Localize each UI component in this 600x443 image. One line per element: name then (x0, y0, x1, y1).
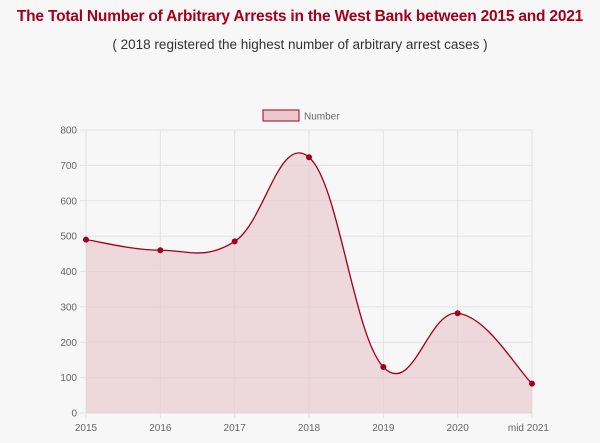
x-axis-ticks: 2015 2016 2017 2018 2019 2020 mid 2021 (75, 423, 550, 434)
chart-subtitle: ( 2018 registered the highest number of … (112, 37, 488, 52)
x-tick-label: 2018 (298, 423, 321, 434)
y-tick-label: 200 (60, 338, 77, 349)
x-tick-label: 2015 (75, 423, 98, 434)
data-point (454, 310, 461, 317)
y-tick-label: 500 (60, 232, 77, 243)
series-area-fill (86, 152, 532, 414)
legend-label: Number (304, 112, 340, 123)
data-points (83, 154, 535, 387)
x-tick-label: 2016 (149, 423, 172, 434)
y-tick-label: 300 (60, 302, 77, 313)
data-point (83, 236, 89, 243)
data-point (306, 154, 312, 161)
x-tick-label: 2020 (447, 423, 470, 434)
legend[interactable]: Number (262, 109, 340, 123)
data-point (380, 364, 387, 371)
x-tick-label: 2017 (224, 423, 247, 434)
x-tick-label: mid 2021 (508, 423, 550, 434)
y-tick-label: 100 (60, 373, 77, 384)
data-point (529, 380, 535, 387)
data-point (231, 238, 238, 245)
y-tick-label: 800 (60, 126, 77, 137)
y-tick-label: 700 (60, 161, 77, 172)
x-tick-label: 2019 (372, 423, 395, 434)
y-axis-ticks: 0 100 200 300 400 500 600 700 800 (60, 126, 77, 420)
y-tick-label: 600 (60, 196, 77, 207)
chart-title: The Total Number of Arbitrary Arrests in… (16, 8, 584, 25)
y-tick-label: 400 (60, 267, 77, 278)
y-tick-label: 0 (71, 409, 77, 420)
data-point (157, 247, 164, 254)
legend-swatch (262, 109, 300, 122)
